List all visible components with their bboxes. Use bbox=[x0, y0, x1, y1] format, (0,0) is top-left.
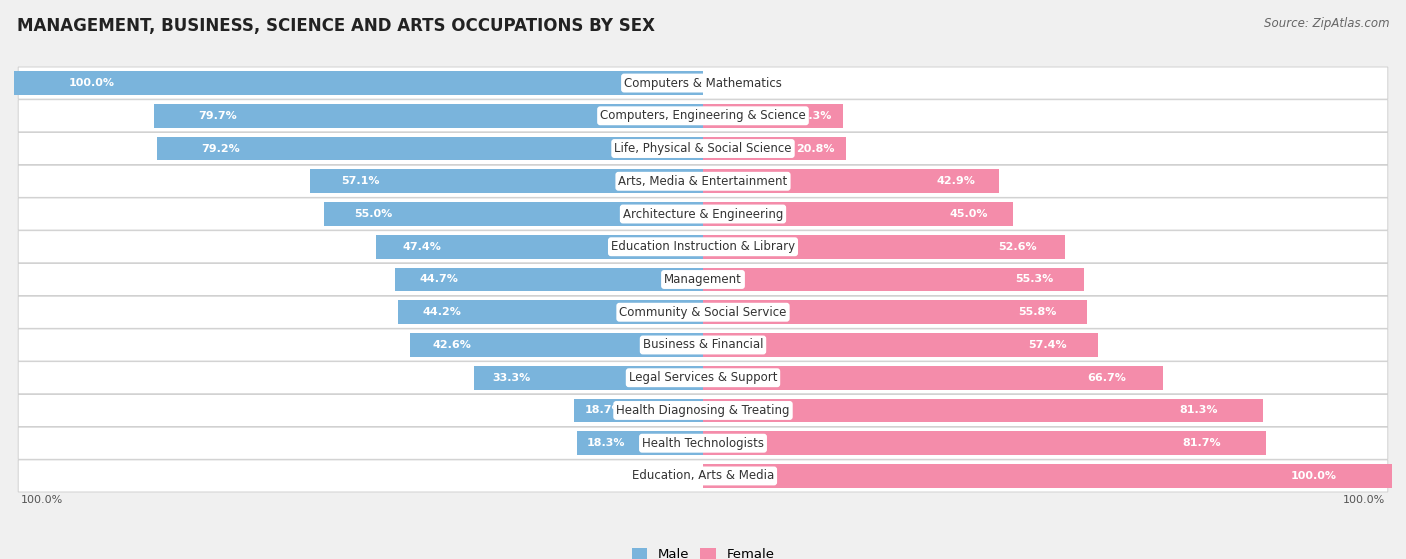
FancyBboxPatch shape bbox=[18, 100, 1388, 132]
Text: 66.7%: 66.7% bbox=[1087, 373, 1126, 383]
Bar bbox=[703, 399, 1263, 422]
Bar bbox=[153, 104, 703, 127]
Bar bbox=[703, 432, 1265, 455]
Legend: Male, Female: Male, Female bbox=[626, 543, 780, 559]
Bar bbox=[474, 366, 703, 390]
Bar bbox=[377, 235, 703, 259]
Text: 81.7%: 81.7% bbox=[1182, 438, 1220, 448]
Text: 57.1%: 57.1% bbox=[342, 176, 380, 186]
Text: 0.0%: 0.0% bbox=[668, 471, 696, 481]
Bar bbox=[14, 71, 703, 95]
Text: 81.3%: 81.3% bbox=[1180, 405, 1219, 415]
Text: 100.0%: 100.0% bbox=[69, 78, 115, 88]
Text: Education Instruction & Library: Education Instruction & Library bbox=[612, 240, 794, 253]
Text: 45.0%: 45.0% bbox=[949, 209, 988, 219]
Text: 33.3%: 33.3% bbox=[492, 373, 530, 383]
FancyBboxPatch shape bbox=[18, 329, 1388, 361]
Bar bbox=[325, 202, 703, 226]
Bar bbox=[703, 202, 1012, 226]
Bar bbox=[703, 464, 1392, 488]
Bar bbox=[703, 137, 846, 160]
Text: 79.2%: 79.2% bbox=[201, 144, 240, 154]
Text: Health Diagnosing & Treating: Health Diagnosing & Treating bbox=[616, 404, 790, 417]
FancyBboxPatch shape bbox=[18, 395, 1388, 427]
Text: Computers & Mathematics: Computers & Mathematics bbox=[624, 77, 782, 89]
Text: 42.9%: 42.9% bbox=[936, 176, 974, 186]
Text: 44.7%: 44.7% bbox=[419, 274, 458, 285]
Text: 55.3%: 55.3% bbox=[1015, 274, 1053, 285]
Bar bbox=[703, 268, 1084, 291]
FancyBboxPatch shape bbox=[18, 198, 1388, 230]
Bar bbox=[703, 333, 1098, 357]
Bar bbox=[703, 235, 1066, 259]
Text: 42.6%: 42.6% bbox=[433, 340, 472, 350]
Bar bbox=[409, 333, 703, 357]
Text: 55.0%: 55.0% bbox=[354, 209, 392, 219]
Text: Life, Physical & Social Science: Life, Physical & Social Science bbox=[614, 142, 792, 155]
FancyBboxPatch shape bbox=[18, 296, 1388, 328]
FancyBboxPatch shape bbox=[18, 165, 1388, 197]
Text: Health Technologists: Health Technologists bbox=[643, 437, 763, 449]
Text: Source: ZipAtlas.com: Source: ZipAtlas.com bbox=[1264, 17, 1389, 30]
FancyBboxPatch shape bbox=[18, 427, 1388, 459]
Text: 20.8%: 20.8% bbox=[796, 144, 835, 154]
Text: 57.4%: 57.4% bbox=[1028, 340, 1067, 350]
Bar bbox=[703, 104, 842, 127]
FancyBboxPatch shape bbox=[18, 231, 1388, 263]
Text: Legal Services & Support: Legal Services & Support bbox=[628, 371, 778, 384]
Text: 79.7%: 79.7% bbox=[198, 111, 236, 121]
Text: Arts, Media & Entertainment: Arts, Media & Entertainment bbox=[619, 175, 787, 188]
Text: Computers, Engineering & Science: Computers, Engineering & Science bbox=[600, 110, 806, 122]
Text: 100.0%: 100.0% bbox=[1343, 495, 1385, 505]
Text: 47.4%: 47.4% bbox=[402, 241, 441, 252]
Bar bbox=[576, 432, 703, 455]
FancyBboxPatch shape bbox=[18, 67, 1388, 99]
FancyBboxPatch shape bbox=[18, 460, 1388, 492]
FancyBboxPatch shape bbox=[18, 132, 1388, 164]
Text: Architecture & Engineering: Architecture & Engineering bbox=[623, 207, 783, 220]
Text: Education, Arts & Media: Education, Arts & Media bbox=[631, 470, 775, 482]
FancyBboxPatch shape bbox=[18, 263, 1388, 296]
Text: Management: Management bbox=[664, 273, 742, 286]
Bar bbox=[574, 399, 703, 422]
Text: MANAGEMENT, BUSINESS, SCIENCE AND ARTS OCCUPATIONS BY SEX: MANAGEMENT, BUSINESS, SCIENCE AND ARTS O… bbox=[17, 17, 655, 35]
Bar bbox=[157, 137, 703, 160]
Text: 100.0%: 100.0% bbox=[1291, 471, 1337, 481]
Bar bbox=[703, 300, 1087, 324]
Text: 44.2%: 44.2% bbox=[423, 307, 461, 318]
Text: 20.3%: 20.3% bbox=[793, 111, 832, 121]
Text: 52.6%: 52.6% bbox=[998, 241, 1036, 252]
FancyBboxPatch shape bbox=[18, 362, 1388, 394]
Text: 18.7%: 18.7% bbox=[585, 405, 623, 415]
Text: 100.0%: 100.0% bbox=[21, 495, 63, 505]
Text: Business & Financial: Business & Financial bbox=[643, 339, 763, 352]
Text: 0.0%: 0.0% bbox=[710, 78, 738, 88]
Text: 18.3%: 18.3% bbox=[588, 438, 626, 448]
Bar bbox=[395, 268, 703, 291]
Text: 55.8%: 55.8% bbox=[1018, 307, 1057, 318]
Bar bbox=[398, 300, 703, 324]
Text: Community & Social Service: Community & Social Service bbox=[619, 306, 787, 319]
Bar bbox=[309, 169, 703, 193]
Bar bbox=[703, 169, 998, 193]
Bar bbox=[703, 366, 1163, 390]
